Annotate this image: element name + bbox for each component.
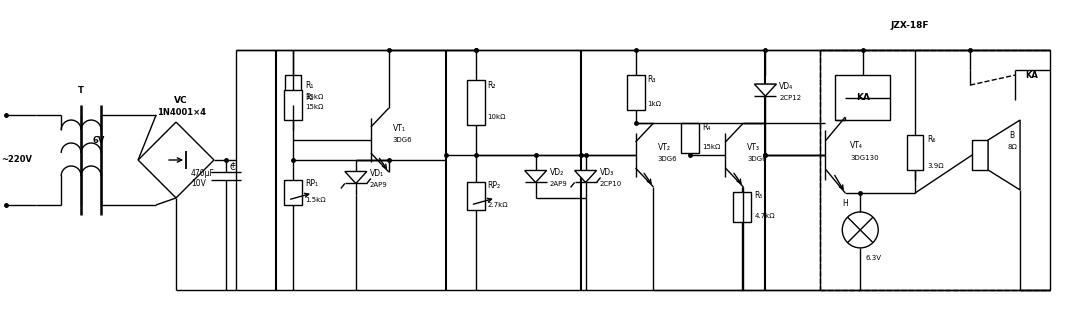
Polygon shape xyxy=(988,120,1020,190)
Text: VT₁: VT₁ xyxy=(393,123,406,133)
Text: R₄: R₄ xyxy=(703,123,711,132)
Text: VD₁: VD₁ xyxy=(370,169,384,178)
Text: 8Ω: 8Ω xyxy=(1007,144,1017,150)
Text: R₁: R₁ xyxy=(305,81,313,89)
Polygon shape xyxy=(754,84,777,96)
Text: R₅: R₅ xyxy=(754,192,763,200)
FancyBboxPatch shape xyxy=(284,90,302,120)
FancyBboxPatch shape xyxy=(467,80,484,125)
Text: R₆: R₆ xyxy=(928,135,936,144)
Text: 3DG6: 3DG6 xyxy=(657,156,677,162)
Text: 2AP9: 2AP9 xyxy=(550,181,567,187)
Text: C: C xyxy=(230,163,236,173)
Polygon shape xyxy=(575,170,596,182)
FancyBboxPatch shape xyxy=(835,75,890,120)
Text: 15kΩ: 15kΩ xyxy=(305,104,323,110)
Text: 1N4001×4: 1N4001×4 xyxy=(156,107,206,117)
FancyBboxPatch shape xyxy=(626,75,645,110)
Text: 2CP12: 2CP12 xyxy=(779,95,802,101)
Text: 2CP10: 2CP10 xyxy=(599,181,622,187)
FancyBboxPatch shape xyxy=(972,140,988,170)
Text: 1kΩ: 1kΩ xyxy=(648,101,662,107)
Text: 4.7kΩ: 4.7kΩ xyxy=(754,213,775,219)
Text: VD₃: VD₃ xyxy=(599,168,613,177)
Text: +: + xyxy=(229,162,236,170)
Text: 2AP9: 2AP9 xyxy=(370,182,387,188)
Text: VD₄: VD₄ xyxy=(779,82,793,91)
FancyBboxPatch shape xyxy=(681,123,699,153)
Text: R₃: R₃ xyxy=(648,75,656,83)
FancyBboxPatch shape xyxy=(284,180,302,205)
Text: 3DG6: 3DG6 xyxy=(393,137,412,143)
Text: 470μF: 470μF xyxy=(192,169,215,179)
Text: 3DG130: 3DG130 xyxy=(850,155,879,161)
Text: R₁: R₁ xyxy=(305,93,313,101)
Text: 10V: 10V xyxy=(192,180,206,188)
Polygon shape xyxy=(344,171,367,183)
FancyBboxPatch shape xyxy=(907,135,923,170)
Text: 15kΩ: 15kΩ xyxy=(305,94,323,100)
Text: RP₁: RP₁ xyxy=(305,180,317,188)
Text: KA: KA xyxy=(855,93,869,102)
Text: 6.3V: 6.3V xyxy=(865,255,881,261)
Polygon shape xyxy=(525,170,547,182)
Text: VT₂: VT₂ xyxy=(657,142,670,152)
Text: VT₃: VT₃ xyxy=(748,142,761,152)
Text: 2.7kΩ: 2.7kΩ xyxy=(487,202,508,208)
FancyBboxPatch shape xyxy=(734,192,751,222)
Text: 3.9Ω: 3.9Ω xyxy=(928,163,944,169)
Text: 1.5kΩ: 1.5kΩ xyxy=(305,197,326,203)
Text: 10kΩ: 10kΩ xyxy=(487,114,506,120)
Text: H: H xyxy=(843,199,848,209)
Text: VC: VC xyxy=(174,95,188,105)
Text: 15kΩ: 15kΩ xyxy=(703,144,721,150)
Text: R₂: R₂ xyxy=(487,81,496,89)
FancyBboxPatch shape xyxy=(467,182,484,210)
Text: KA: KA xyxy=(1025,71,1038,80)
Text: VT₄: VT₄ xyxy=(850,140,863,150)
Text: B: B xyxy=(1009,130,1015,140)
Text: VD₂: VD₂ xyxy=(550,168,564,177)
Text: 3DG6: 3DG6 xyxy=(748,156,767,162)
Text: JZX-18F: JZX-18F xyxy=(891,21,930,30)
Text: ~220V: ~220V xyxy=(1,156,32,164)
Text: RP₂: RP₂ xyxy=(487,181,500,191)
FancyBboxPatch shape xyxy=(285,75,301,105)
Text: 6V: 6V xyxy=(93,135,105,145)
Text: T: T xyxy=(79,86,84,94)
